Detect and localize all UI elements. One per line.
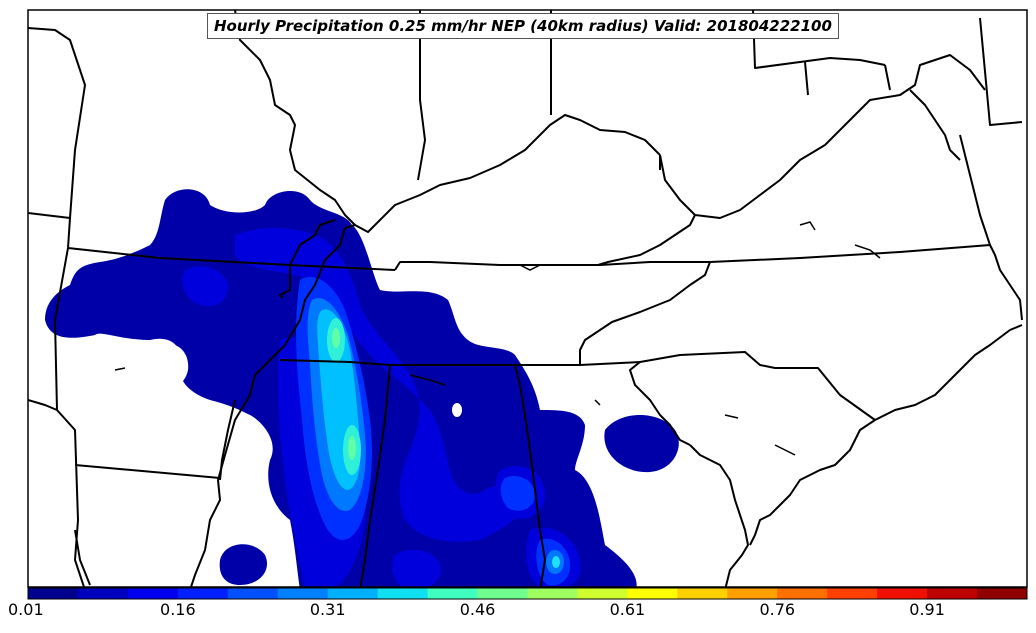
precip-gap [152,343,189,390]
colorbar-segment [527,588,578,599]
precip-contour-level-2 [182,266,229,307]
colorbar-segment [327,588,379,599]
precip-gap [452,403,462,417]
map-frame [27,9,1028,588]
colorbar-tick-label: 0.76 [759,600,796,619]
lakes [114,221,881,456]
colorbar-segment [477,588,528,599]
precip-contour-level-2 [235,228,525,542]
colorbar-tick-label: 0.61 [609,600,646,619]
colorbar-segment [727,588,778,599]
colorbar-tick-label: 0.31 [309,600,346,619]
colorbar-segment [427,588,479,599]
precip-contour-level-7 [332,328,340,348]
map-title: Hourly Precipitation 0.25 mm/hr NEP (40k… [207,13,839,39]
colorbar-segment [277,588,329,599]
precip-contour-level-5 [552,556,560,568]
precip-contour-level-1 [219,544,268,585]
colorbar-segment [177,588,229,599]
precip-contour-level-1 [604,415,679,473]
colorbar-tick-label: 0.46 [459,600,496,619]
colorbar-frame [27,587,1028,600]
colorbar-segment [377,588,429,599]
colorbar-segment [927,588,978,599]
colorbar-segment [227,588,279,599]
precip-contour-level-2 [392,549,441,587]
precip-contour-level-3 [500,475,535,511]
colorbar [28,588,1028,599]
colorbar-tick-label: 0.01 [8,600,44,619]
colorbar-segment [77,588,129,599]
colorbar-segment [627,588,678,599]
colorbar-tick-label: 0.16 [160,600,196,619]
colorbar-segment [677,588,728,599]
colorbar-segment [777,588,828,599]
colorbar-segment [577,588,628,599]
precip-contour-level-7 [348,436,356,460]
colorbar-segment [827,588,878,599]
colorbar-tick-label: 0.91 [909,600,945,619]
colorbar-segment [977,588,1028,599]
colorbar-segment [127,588,179,599]
colorbar-segment [877,588,928,599]
colorbar-segment [28,588,79,599]
